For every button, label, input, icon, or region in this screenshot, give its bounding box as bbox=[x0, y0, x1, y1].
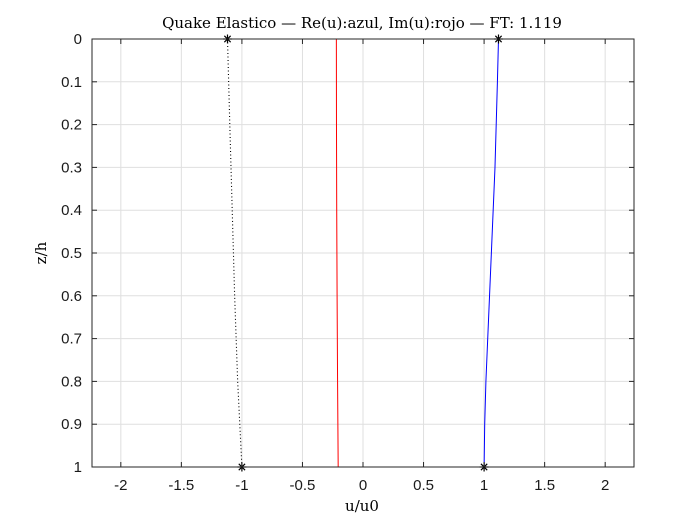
x-tick-label: 0.5 bbox=[413, 477, 434, 494]
x-tick-label: -0.5 bbox=[290, 477, 316, 494]
y-tick-label: 0.6 bbox=[61, 288, 82, 305]
x-tick-label: 2 bbox=[601, 477, 609, 494]
x-tick-label: 1.5 bbox=[534, 477, 555, 494]
y-tick-label: 0.2 bbox=[61, 117, 82, 134]
y-tick-label: 1 bbox=[74, 459, 82, 476]
x-tick-label: -1.5 bbox=[168, 477, 194, 494]
series-line-1 bbox=[335, 38, 339, 468]
y-tick-label: 0.8 bbox=[61, 373, 82, 390]
y-axis-label: z/h bbox=[32, 241, 50, 264]
chart-title: Quake Elastico — Re(u):azul, Im(u):rojo … bbox=[162, 14, 562, 32]
y-tick-label: 0.3 bbox=[61, 159, 82, 176]
y-tick-label: 0.1 bbox=[61, 74, 82, 91]
grid bbox=[92, 38, 634, 468]
y-tick-label: 0.4 bbox=[61, 202, 82, 219]
x-tick-label: -2 bbox=[114, 477, 127, 494]
x-tick-label: -1 bbox=[235, 477, 248, 494]
y-tick-label: 0.5 bbox=[61, 245, 82, 262]
x-tick-label: 0 bbox=[359, 477, 367, 494]
y-tick-label: 0.9 bbox=[61, 416, 82, 433]
series-layer bbox=[226, 38, 499, 468]
series-line-2 bbox=[226, 38, 243, 468]
ticks: -2 -1.5 -1 -0.5 0 0.5 1 1.5 2 0 0.1 0.2 0.3 0.4 0.5 0.6… bbox=[61, 31, 634, 494]
x-tick-label: 1 bbox=[480, 477, 488, 494]
y-tick-label: 0.7 bbox=[61, 331, 82, 348]
y-tick-label: 0 bbox=[74, 31, 82, 48]
series-line-0 bbox=[483, 38, 499, 468]
x-axis-label: u/u0 bbox=[345, 497, 379, 515]
